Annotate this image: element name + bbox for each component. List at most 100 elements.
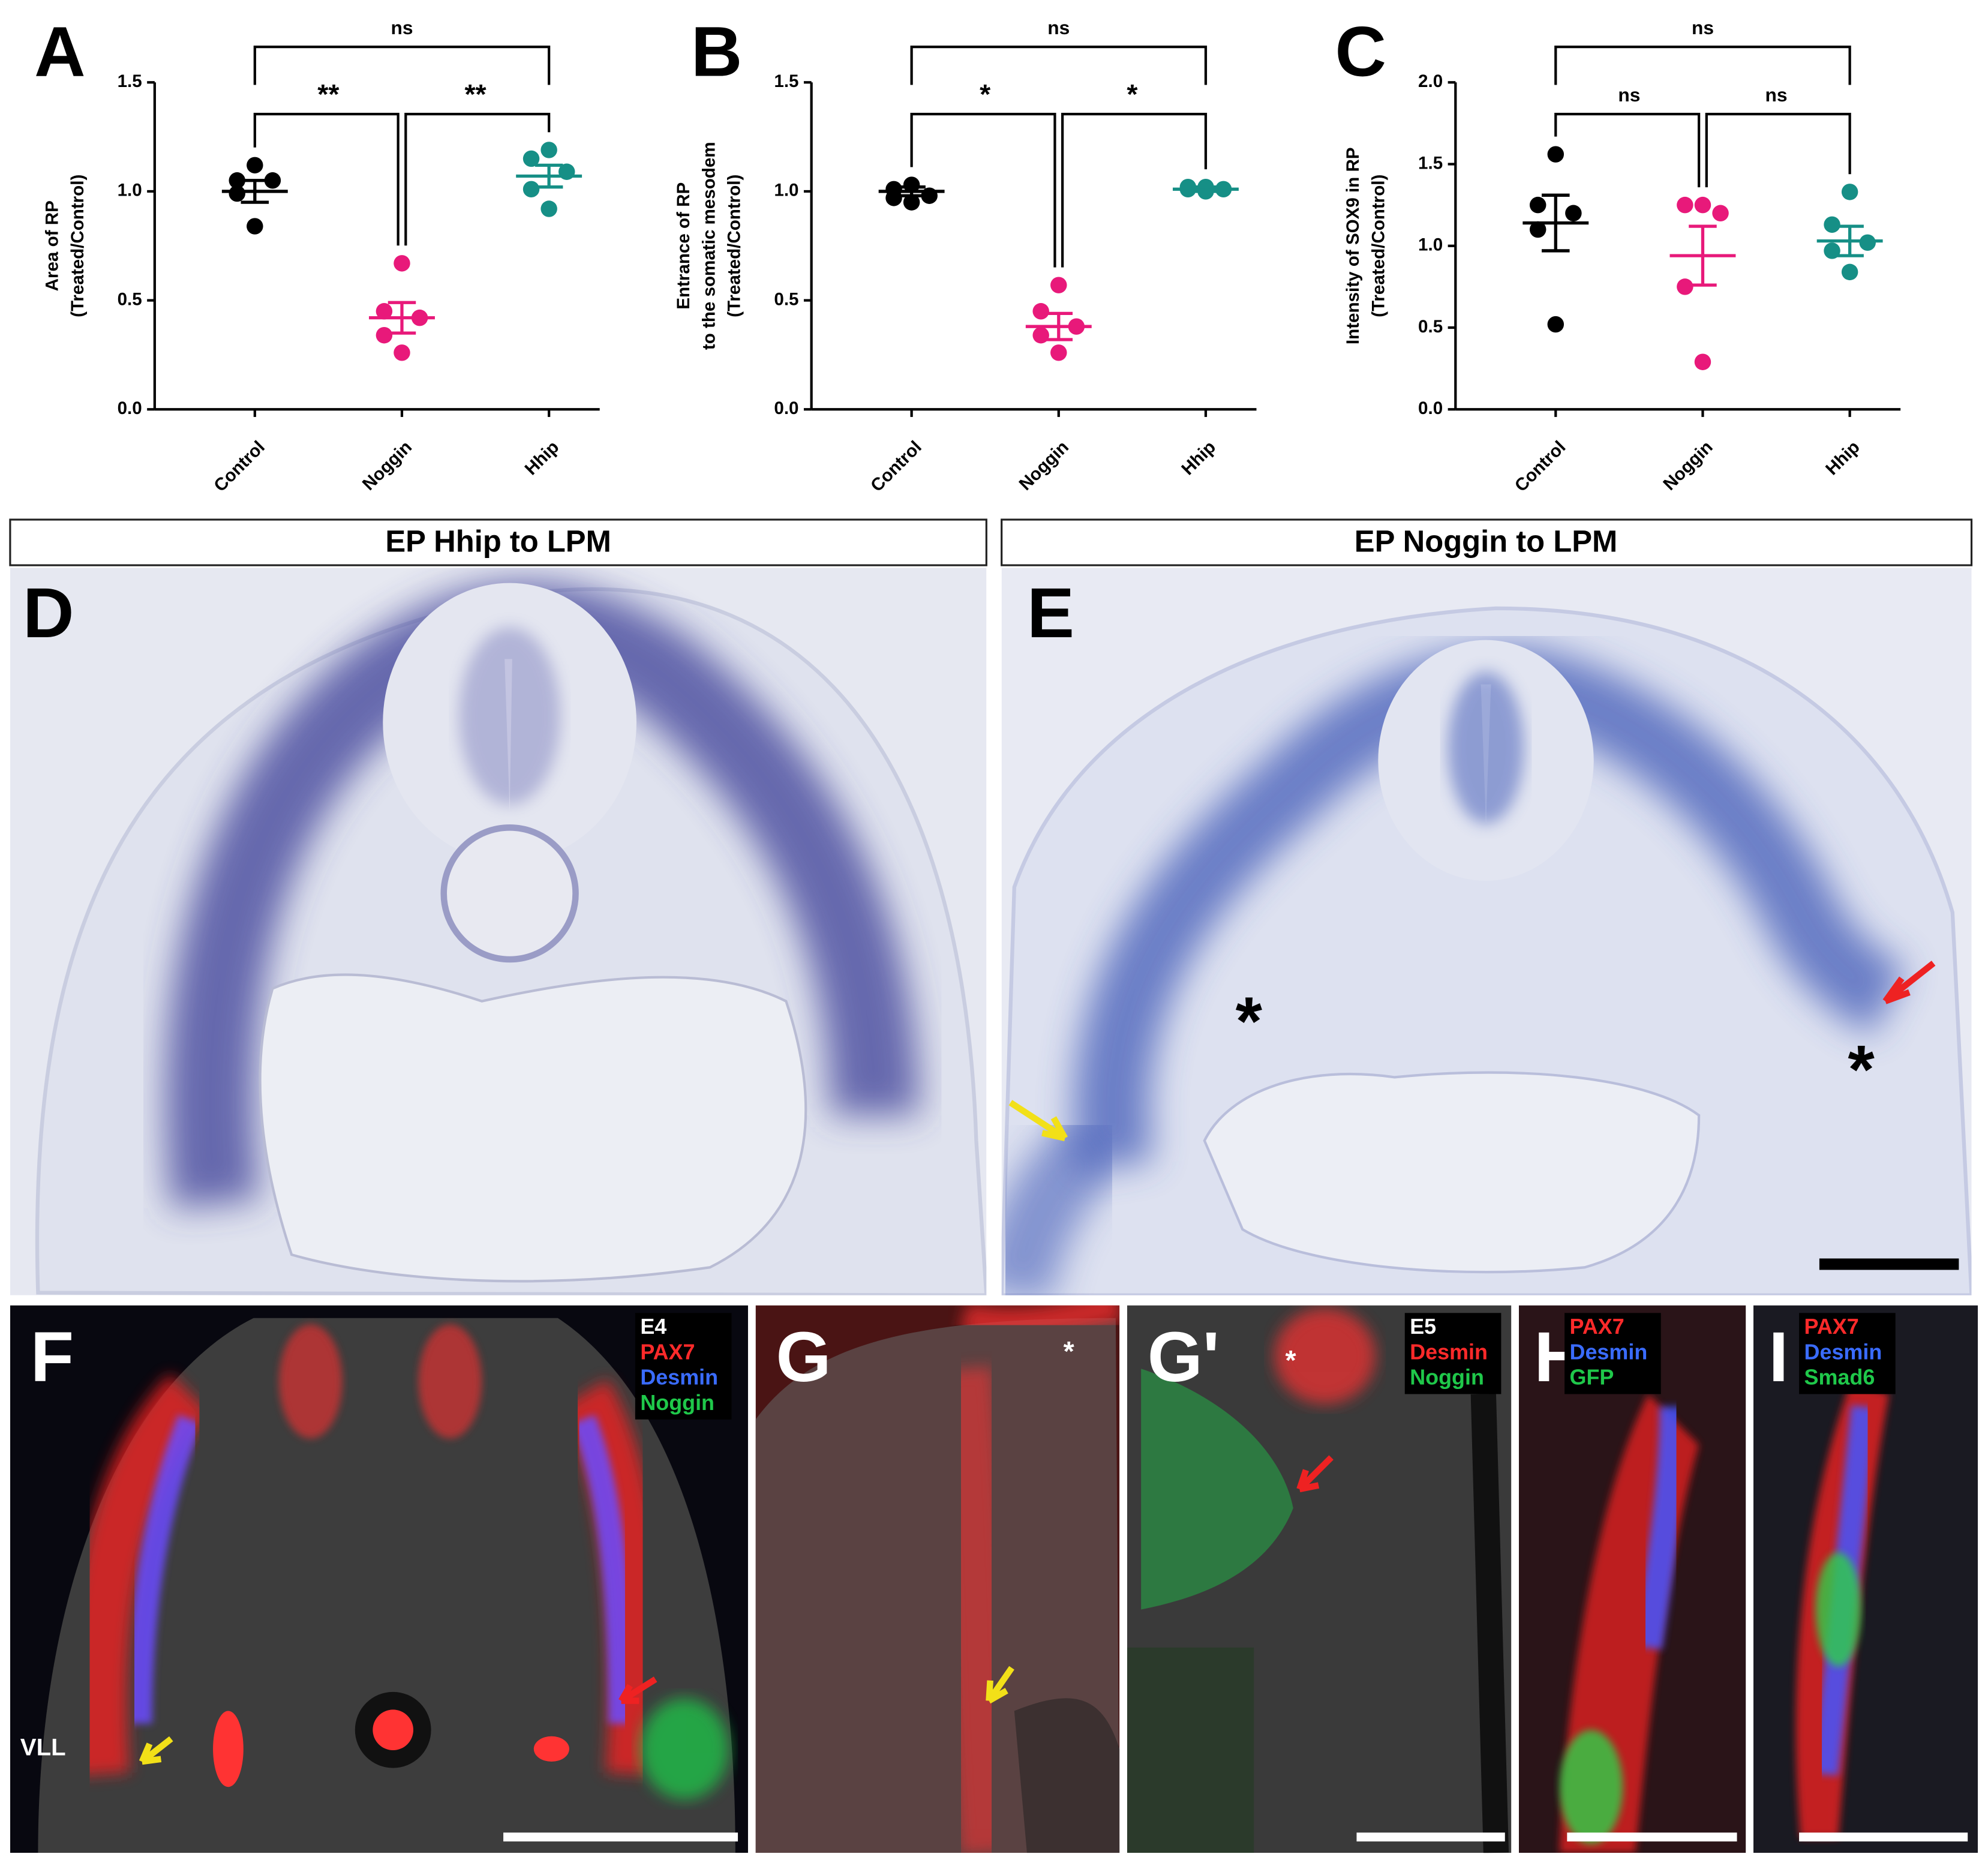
arrow xyxy=(139,1736,173,1765)
significance-label: ns xyxy=(1692,17,1714,38)
panel-header: EP Noggin to LPM xyxy=(1355,524,1617,559)
x-tick-label: Hhip xyxy=(521,437,563,479)
data-point xyxy=(264,172,281,189)
panel-label: C xyxy=(1335,12,1386,91)
panel-label: I xyxy=(1768,1318,1788,1397)
data-point xyxy=(1547,146,1564,163)
arrow xyxy=(1882,961,1936,1004)
panel-label: D xyxy=(23,574,74,653)
data-point xyxy=(1824,216,1840,233)
panel-label: B xyxy=(691,12,742,91)
significance-bracket xyxy=(404,112,551,246)
significance-bracket xyxy=(253,46,551,85)
y-tick-label: 0.0 xyxy=(774,398,798,418)
panel-header-box xyxy=(9,518,987,566)
scale-bar xyxy=(1819,1258,1959,1270)
significance-bracket xyxy=(253,112,400,246)
data-point xyxy=(376,303,393,320)
micrograph-d xyxy=(10,568,987,1295)
y-tick-label: 0.5 xyxy=(774,289,798,309)
significance-bracket xyxy=(910,46,1208,85)
significance-label: * xyxy=(1127,79,1138,110)
stain-label: Desmin xyxy=(640,1365,718,1390)
y-tick-label: 1.5 xyxy=(118,71,142,91)
stain-label: Smad6 xyxy=(1804,1365,1875,1390)
annotation: * xyxy=(1236,983,1263,1060)
stain-label: Desmin xyxy=(1570,1339,1648,1364)
data-point xyxy=(247,157,263,174)
scale-bar xyxy=(1356,1832,1505,1842)
y-tick-label: 1.0 xyxy=(774,181,798,200)
micrograph-g-prime xyxy=(1127,1305,1512,1853)
error-bar xyxy=(1044,311,1073,341)
panel-label: E xyxy=(1027,574,1074,653)
significance-label: ** xyxy=(464,79,487,110)
stain-label: PAX7 xyxy=(640,1339,695,1364)
significance-label: ns xyxy=(1047,17,1070,38)
error-bar xyxy=(1836,224,1864,257)
stain-legend-box xyxy=(1799,1313,1896,1394)
data-point xyxy=(1677,196,1693,214)
y-tick-label: 1.0 xyxy=(118,181,142,200)
significance-bracket xyxy=(1705,112,1851,188)
annotation: * xyxy=(1848,1031,1875,1108)
y-tick-label: 0.0 xyxy=(118,398,142,418)
arrow xyxy=(1008,1100,1068,1141)
y-axis-label: Entrance of RP xyxy=(674,182,693,310)
data-point xyxy=(1841,263,1858,281)
panel-header-box xyxy=(1001,518,1973,566)
data-point xyxy=(885,190,902,206)
stain-label: Desmin xyxy=(1804,1339,1882,1364)
data-point xyxy=(540,142,557,158)
arrow xyxy=(1296,1455,1334,1493)
error-bar xyxy=(1542,193,1570,253)
data-point xyxy=(1050,344,1067,361)
significance-bracket xyxy=(1061,112,1208,268)
error-bar xyxy=(1689,224,1717,287)
stain-label: PAX7 xyxy=(1570,1314,1624,1339)
stain-label: E5 xyxy=(1410,1314,1436,1339)
error-bar xyxy=(241,179,269,204)
y-axis-label: (Treated/Control) xyxy=(68,175,88,317)
panel-label: F xyxy=(31,1318,74,1397)
data-point xyxy=(229,172,245,189)
data-point xyxy=(394,344,410,361)
data-point xyxy=(1841,184,1858,200)
y-tick-label: 2.0 xyxy=(1418,71,1443,91)
error-bar xyxy=(1191,185,1220,193)
significance-bracket xyxy=(910,112,1056,268)
y-tick-label: 1.0 xyxy=(1418,235,1443,255)
data-point xyxy=(1565,205,1582,222)
panel-label: A xyxy=(34,12,85,91)
stain-label: Noggin xyxy=(1410,1365,1484,1390)
y-axis-label: (Treated/Control) xyxy=(1368,175,1388,317)
micrograph-f xyxy=(10,1305,748,1853)
data-point xyxy=(247,218,263,235)
significance-label: ns xyxy=(1618,84,1640,106)
data-point xyxy=(1547,316,1564,333)
data-point xyxy=(376,327,393,344)
data-point xyxy=(1529,196,1546,214)
error-bar xyxy=(897,185,926,197)
data-point xyxy=(1859,234,1876,251)
data-point xyxy=(522,181,540,198)
stain-label: Desmin xyxy=(1410,1339,1488,1364)
panel-label: G xyxy=(776,1318,831,1397)
panel-header: EP Hhip to LPM xyxy=(385,524,611,559)
y-axis-label: Area of RP xyxy=(43,200,62,291)
y-tick-label: 1.5 xyxy=(774,71,798,91)
data-point xyxy=(1050,277,1067,293)
scale-bar xyxy=(503,1832,738,1842)
annotation: VLL xyxy=(20,1734,66,1761)
stain-legend-box xyxy=(1404,1313,1501,1394)
error-bar xyxy=(534,163,563,189)
x-tick-label: Noggin xyxy=(1016,437,1073,494)
error-bar xyxy=(388,301,416,335)
y-tick-label: 0.5 xyxy=(1418,317,1443,337)
significance-bracket xyxy=(1554,46,1851,85)
scale-bar xyxy=(1799,1832,1968,1842)
significance-label: ** xyxy=(317,79,340,110)
data-point xyxy=(903,176,920,193)
stain-label: E4 xyxy=(640,1314,666,1339)
data-point xyxy=(522,150,540,167)
